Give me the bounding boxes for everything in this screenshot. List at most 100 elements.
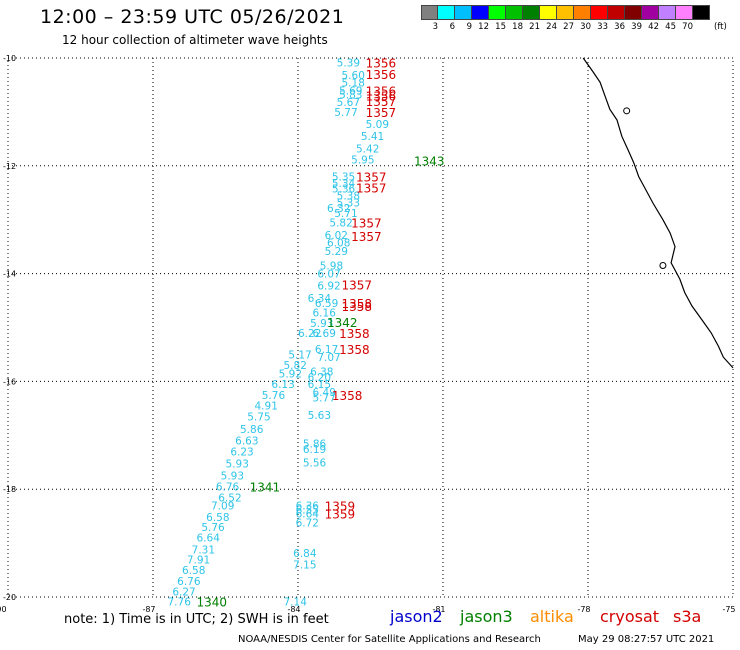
pass-time-label: 1357 <box>366 106 397 120</box>
wave-height-label: 5.77 <box>334 107 357 119</box>
wave-height-label: 6.49 <box>313 387 336 399</box>
color-scale-label: 15 <box>495 22 506 32</box>
lon-tick-label: -75 <box>722 605 735 614</box>
wave-height-label: 5.76 <box>262 390 286 402</box>
color-swatch <box>489 5 506 20</box>
color-swatch <box>625 5 642 20</box>
wave-height-label: 5.09 <box>366 119 389 131</box>
pass-time-label: 1340 <box>197 595 228 609</box>
wave-height-label: 5.33 <box>337 197 360 209</box>
wave-height-label: 6.16 <box>313 307 337 319</box>
wave-height-label: 5.75 <box>247 411 270 423</box>
pass-time-label: 1358 <box>342 297 373 311</box>
lon-tick-label: -78 <box>577 605 590 614</box>
color-swatch <box>676 5 693 20</box>
island <box>659 262 667 270</box>
pass-time-label: 1359 <box>325 507 356 521</box>
credit-line: NOAA/NESDIS Center for Satellite Applica… <box>238 634 541 645</box>
island <box>623 107 631 115</box>
wave-height-label: 5.82 <box>284 360 307 372</box>
color-scale-label: 39 <box>631 22 642 32</box>
pass-time-label: 1357 <box>351 216 382 230</box>
coastline <box>582 57 734 369</box>
wave-height-label: 6.27 <box>172 587 195 599</box>
lon-tick-label: -81 <box>432 605 445 614</box>
wave-height-label: 5.98 <box>320 261 343 273</box>
pass-time-label: 1342 <box>327 316 358 330</box>
wave-height-label: 7.15 <box>293 560 316 572</box>
wave-height-label: 6.58 <box>182 565 205 577</box>
wave-height-label: 5.60 <box>342 70 365 82</box>
color-scale-label: 42 <box>648 22 659 32</box>
color-scale-label: 12 <box>478 22 489 32</box>
color-swatch <box>693 5 710 20</box>
wave-height-label: 5.83 <box>339 90 362 102</box>
wave-height-label: 5.36 <box>332 183 356 195</box>
wave-height-label: 5.34 <box>332 178 356 190</box>
wave-height-label: 6.17 <box>315 344 338 356</box>
wave-height-label: 6.84 <box>293 548 317 560</box>
wave-height-label: 5.71 <box>334 208 357 220</box>
color-scale-labels: 3 6 9 12 15 18 21 24 27 30 33 36 39 42 45 70 <box>421 22 693 32</box>
wave-height-label: 5.17 <box>288 349 311 361</box>
color-scale-label: 36 <box>614 22 625 32</box>
wave-height-label: 6.92 <box>317 280 340 292</box>
color-scale-label: 9 <box>466 22 472 32</box>
page-subtitle: 12 hour collection of altimeter wave hei… <box>62 33 328 47</box>
wave-height-label: 6.58 <box>206 512 229 524</box>
wave-height-label: 6.08 <box>327 237 350 249</box>
wave-height-label: 5.29 <box>325 246 348 258</box>
pass-time-label: 1343 <box>414 154 445 168</box>
footnote: note: 1) Time is in UTC; 2) SWH is in fe… <box>64 612 329 627</box>
lon-tick-label: -87 <box>142 605 155 614</box>
wave-height-label: 6.23 <box>230 446 253 458</box>
wave-height-label: 5.35 <box>332 172 355 184</box>
wave-height-label: 5.93 <box>221 471 244 483</box>
satellite-label-jason2: jason2 <box>390 607 443 626</box>
lon-tick-label: -84 <box>287 605 300 614</box>
color-swatch <box>608 5 625 20</box>
pass-time-label: 1356 <box>366 84 397 98</box>
pass-time-label: 1357 <box>351 230 382 244</box>
wave-height-label: 6.20 <box>308 372 331 384</box>
wave-height-label: 6.69 <box>313 328 336 340</box>
wave-height-label: 5.42 <box>356 144 379 156</box>
color-scale-label: 24 <box>546 22 557 32</box>
wave-height-label: 4.91 <box>255 401 278 413</box>
wave-height-label: 6.64 <box>296 508 320 520</box>
pass-time-label: 1359 <box>325 499 356 513</box>
color-swatch <box>642 5 659 20</box>
wave-height-label: 5.93 <box>226 458 249 470</box>
wave-height-label: 6.72 <box>296 518 319 530</box>
pass-time-label: 1356 <box>366 68 397 82</box>
generation-timestamp: May 29 08:27:57 UTC 2021 <box>578 634 715 645</box>
color-swatch <box>472 5 489 20</box>
pass-time-label: 1357 <box>356 171 387 185</box>
wave-height-label: 5.18 <box>342 77 365 89</box>
pass-time-label: 1357 <box>356 181 387 195</box>
wave-height-label: 7.76 <box>168 596 192 608</box>
pass-time-label: 1341 <box>250 481 281 495</box>
wave-height-label: 5.63 <box>308 410 331 422</box>
satellite-label-s3a: s3a <box>673 607 702 626</box>
satellite-label-altika: altika <box>530 607 574 626</box>
wave-height-label: 6.32 <box>327 203 350 215</box>
color-swatch <box>438 5 455 20</box>
wave-height-label: 5.41 <box>361 131 384 143</box>
wave-height-label: 5.69 <box>339 85 362 97</box>
pass-time-label: 1358 <box>342 300 373 314</box>
wave-height-label: 6.64 <box>197 533 221 545</box>
wave-height-label: 5.93 <box>310 318 333 330</box>
lat-tick-label: -12 <box>3 162 16 171</box>
pass-time-label: 1358 <box>332 389 363 403</box>
wave-height-label: 6.15 <box>308 379 331 391</box>
lat-tick-label: -10 <box>3 54 16 63</box>
wave-height-label: 6.55 <box>296 505 319 517</box>
wave-height-label: 6.76 <box>216 482 240 494</box>
satellite-label-jason3: jason3 <box>460 607 513 626</box>
color-scale-label: 18 <box>512 22 523 32</box>
wave-height-label: 7.09 <box>211 500 234 512</box>
wave-height-label: 6.52 <box>218 492 241 504</box>
wave-height-label: 6.63 <box>235 436 258 448</box>
